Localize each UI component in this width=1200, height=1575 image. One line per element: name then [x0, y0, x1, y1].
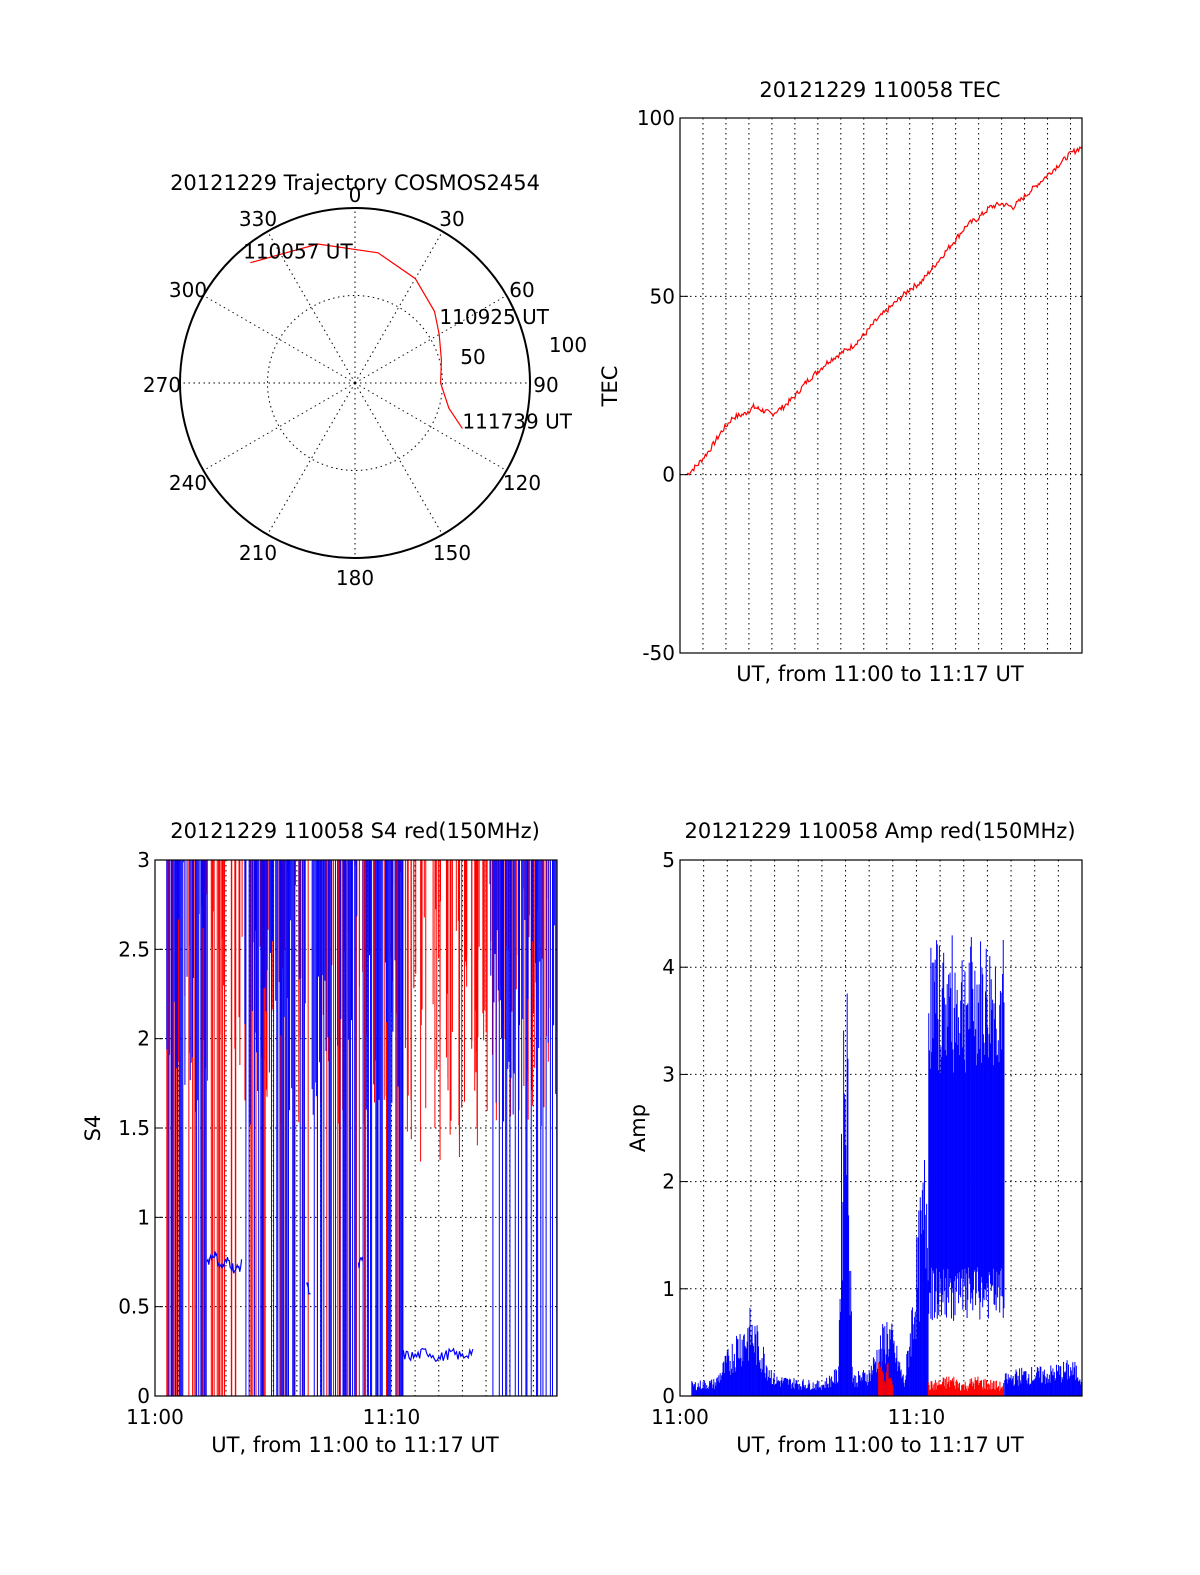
tec-frame [679, 117, 1083, 654]
ytick-label: 100 [637, 106, 675, 130]
s4-blue-line [206, 1251, 243, 1274]
polar-angle-label: 330 [239, 207, 277, 231]
xtick-label: 11:00 [651, 1405, 709, 1429]
ytick-label: 2 [662, 1170, 675, 1194]
tec-title: 20121229 110058 TEC [759, 78, 1000, 102]
polar-spoke [354, 295, 507, 384]
polar-spoke [203, 382, 356, 471]
polar-angle-label: 180 [336, 566, 374, 590]
s4-title: 20121229 110058 S4 red(150MHz) [170, 819, 540, 843]
polar-trajectory-line [250, 243, 463, 429]
ytick-label: 1 [137, 1205, 150, 1229]
polar-spoke [267, 382, 356, 535]
amp-ylabel: Amp [626, 1104, 650, 1152]
tec-xlabel: UT, from 11:00 to 11:17 UT [736, 662, 1024, 686]
polar-time-annotation: 110057 UT [243, 240, 353, 264]
ytick-label: 1.5 [118, 1116, 150, 1140]
polar-angle-label: 240 [169, 471, 207, 495]
ytick-label: 0 [662, 1384, 675, 1408]
s4-chart: 20121229 110058 S4 red(150MHz) 0 0.5 1 1.5 2… [81, 819, 558, 1457]
polar-chart: 20121229 Trajectory COSMOS2454 0 30 60 90 12… [143, 171, 587, 590]
ytick-label: 3 [137, 848, 150, 872]
polar-outer-ring [179, 207, 531, 559]
amp-red-series [878, 1358, 1004, 1396]
ytick-label: 1 [662, 1277, 675, 1301]
xtick-label: 11:00 [126, 1405, 184, 1429]
polar-angle-label: 90 [533, 373, 558, 397]
polar-spoke [203, 295, 356, 384]
s4-ylabel: S4 [81, 1115, 105, 1142]
polar-angle-label: 270 [143, 373, 181, 397]
polar-angle-label: 120 [503, 471, 541, 495]
ytick-label: 2 [137, 1027, 150, 1051]
polar-spoke [267, 231, 356, 384]
ytick-label: 3 [662, 1062, 675, 1086]
polar-angle-label: 30 [439, 207, 464, 231]
ytick-label: 5 [662, 848, 675, 872]
polar-angle-label: 300 [169, 278, 207, 302]
polar-spoke [354, 231, 443, 384]
ytick-label: 50 [650, 284, 675, 308]
polar-spoke [354, 382, 443, 535]
amp-chart: 20121229 110058 Amp red(150MHz) 0 1 2 3 4 5 1… [626, 819, 1083, 1457]
polar-angle-label: 150 [433, 541, 471, 565]
ytick-label: 0.5 [118, 1295, 150, 1319]
ytick-label: 0 [137, 1384, 150, 1408]
polar-angle-label: 0 [349, 183, 362, 207]
amp-title: 20121229 110058 Amp red(150MHz) [684, 819, 1075, 843]
s4-xlabel: UT, from 11:00 to 11:17 UT [211, 1433, 499, 1457]
tec-ylabel: TEC [598, 366, 622, 408]
polar-time-annotation: 111739 UT [462, 410, 572, 434]
polar-inner-ring [267, 295, 443, 471]
polar-angle-label: 210 [239, 541, 277, 565]
s4-blue-line [357, 1256, 364, 1269]
polar-spoke [354, 382, 507, 471]
tec-series-line [686, 146, 1083, 476]
amp-blue-series [691, 935, 1083, 1396]
polar-radial-label: 100 [549, 333, 587, 357]
xtick-label: 11:10 [888, 1405, 946, 1429]
s4-blue-line [402, 1347, 474, 1363]
ytick-label: 2.5 [118, 937, 150, 961]
ytick-label: 0 [662, 463, 675, 487]
polar-angle-label: 60 [509, 278, 534, 302]
polar-time-annotation: 110925 UT [439, 305, 549, 329]
s4-blue-series [166, 860, 558, 1396]
s4-blue-line [306, 1282, 311, 1295]
polar-radial-label: 50 [460, 345, 485, 369]
xtick-label: 11:10 [363, 1405, 421, 1429]
tec-chart: 20121229 110058 TEC -50 0 50 100 UT, from 1… [598, 78, 1083, 686]
polar-title: 20121229 Trajectory COSMOS2454 [170, 171, 540, 195]
ytick-label: 4 [662, 955, 675, 979]
amp-xlabel: UT, from 11:00 to 11:17 UT [736, 1433, 1024, 1457]
ytick-label: -50 [642, 641, 675, 665]
amp-frame [679, 859, 1083, 1397]
